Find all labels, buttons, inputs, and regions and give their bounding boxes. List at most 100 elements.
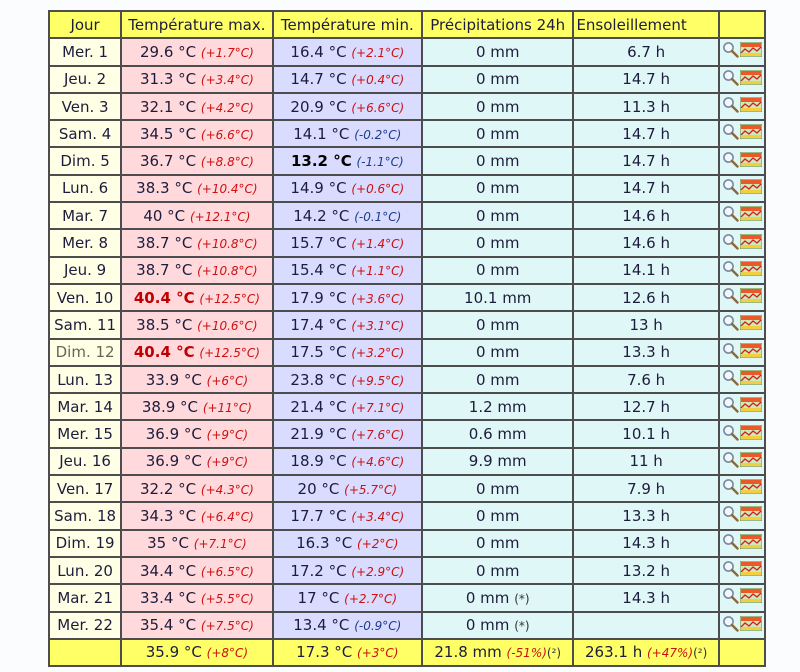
day-cell: Dim. 5 (50, 148, 121, 174)
tmin-cell: 14.9 °C (+0.6°C) (273, 175, 422, 202)
magnifier-icon[interactable] (722, 69, 739, 90)
tmin-cell: 13.2 °C (-1.1°C) (273, 148, 422, 174)
table-row: Mer. 22 35.4 °C (+7.5°C) 13.4 °C (-0.9°C) 0… (50, 612, 764, 638)
mini-chart-icon[interactable] (739, 505, 763, 525)
mini-chart-icon[interactable] (739, 287, 763, 307)
precip-cell: 0 mm (423, 121, 573, 147)
tmax-deviation: (+6.5°C) (200, 564, 254, 579)
mini-chart-icon[interactable] (739, 260, 763, 280)
precip-cell: 0 mm (423, 339, 573, 365)
magnifier-icon[interactable] (722, 342, 739, 363)
magnifier-icon[interactable] (722, 560, 739, 581)
mini-chart-icon[interactable] (739, 69, 763, 89)
mini-chart-icon[interactable] (739, 424, 763, 444)
day-cell: Mer. 22 (50, 612, 121, 638)
sun-cell: 13.3 h (574, 339, 718, 365)
mini-chart-icon[interactable] (739, 96, 763, 116)
mini-chart-icon[interactable] (739, 533, 763, 553)
sun-cell: 7.6 h (574, 366, 718, 393)
tmax-cell: 38.3 °C (+10.4°C) (122, 175, 272, 202)
tmax-cell: 38.9 °C (+11°C) (122, 394, 272, 420)
tmax-cell: 35.4 °C (+7.5°C) (122, 612, 272, 638)
magnifier-icon[interactable] (722, 151, 739, 172)
magnifier-icon[interactable] (722, 178, 739, 199)
tmax-deviation: (+9°C) (206, 428, 249, 443)
magnifier-icon[interactable] (722, 287, 739, 308)
magnifier-icon[interactable] (722, 260, 739, 281)
precip-value: 0.6 mm (468, 425, 527, 444)
tmax-cell: 31.3 °C (+3.4°C) (122, 66, 272, 92)
precip-cell: 0 mm (423, 476, 573, 502)
tmax-cell: 38.5 °C (+10.6°C) (122, 312, 272, 338)
tmax-deviation: (+6.6°C) (200, 127, 254, 142)
mini-chart-icon[interactable] (739, 478, 763, 498)
precip-value: 0 mm (475, 315, 520, 334)
tmax-cell: 34.5 °C (+6.6°C) (122, 121, 272, 147)
precip-value: 0 mm (475, 124, 520, 143)
table-row: Mer. 1 29.6 °C (+1.7°C) 16.4 °C (+2.1°C) 0 … (50, 39, 764, 65)
magnifier-icon[interactable] (722, 424, 739, 445)
mini-chart-icon[interactable] (739, 560, 763, 580)
mini-chart-icon[interactable] (739, 396, 763, 416)
mini-chart-icon[interactable] (739, 451, 763, 471)
table-row: Mer. 15 36.9 °C (+9°C) 21.9 °C (+7.6°C) 0.6… (50, 421, 764, 447)
mini-chart-icon[interactable] (739, 123, 763, 143)
magnifier-icon[interactable] (722, 41, 739, 62)
magnifier-icon[interactable] (722, 205, 739, 226)
summary-row: 35.9 °C (+8°C) 17.3 °C (+3°C) 21.8 mm (-… (50, 639, 764, 666)
magnifier-icon[interactable] (722, 396, 739, 417)
table-row: Jeu. 2 31.3 °C (+3.4°C) 14.7 °C (+0.4°C) 0 … (50, 66, 764, 92)
magnifier-icon[interactable] (722, 505, 739, 526)
tmax-value: 38.7 °C (136, 234, 193, 253)
tmax-value: 29.6 °C (139, 42, 197, 61)
actions-cell (719, 448, 764, 475)
table-row: Sam. 18 34.3 °C (+6.4°C) 17.7 °C (+3.4°C) 0… (50, 503, 764, 529)
mini-chart-icon[interactable] (739, 314, 763, 334)
magnifier-icon[interactable] (722, 369, 739, 390)
mini-chart-icon[interactable] (739, 342, 763, 362)
tmax-cell: 34.4 °C (+6.5°C) (122, 557, 272, 584)
actions-cell (719, 585, 764, 611)
mini-chart-icon[interactable] (739, 233, 763, 253)
magnifier-icon[interactable] (722, 96, 739, 117)
magnifier-icon[interactable] (722, 451, 739, 472)
magnifier-icon[interactable] (722, 587, 739, 608)
precip-value: 0 mm (475, 479, 520, 498)
magnifier-icon[interactable] (722, 533, 739, 554)
magnifier-icon[interactable] (722, 615, 739, 636)
tmin-cell: 16.3 °C (+2°C) (273, 530, 422, 556)
tmin-cell: 20 °C (+5.7°C) (273, 476, 422, 502)
header-jour: Jour (50, 12, 121, 38)
precip-note: (*) (514, 619, 530, 634)
tmin-deviation: (-0.2°C) (354, 127, 402, 142)
tmax-cell: 36.9 °C (+9°C) (122, 421, 272, 447)
tmin-deviation: (+6.6°C) (351, 100, 405, 115)
actions-cell (719, 557, 764, 584)
tmin-value: 21.4 °C (290, 397, 347, 416)
mini-chart-icon[interactable] (739, 615, 763, 635)
summary-sun: 263.1 h (+47%)(²) (574, 639, 718, 666)
magnifier-icon[interactable] (722, 123, 739, 144)
precip-cell: 0 mm (*) (423, 585, 573, 611)
tmax-value: 35 °C (147, 534, 189, 553)
tmin-cell: 21.4 °C (+7.1°C) (273, 394, 422, 420)
mini-chart-icon[interactable] (739, 151, 763, 171)
table-row: Jeu. 16 36.9 °C (+9°C) 18.9 °C (+4.6°C) 9.9… (50, 448, 764, 475)
mini-chart-icon[interactable] (739, 205, 763, 225)
magnifier-icon[interactable] (722, 314, 739, 335)
actions-cell (719, 612, 764, 638)
day-cell: Dim. 19 (50, 530, 121, 556)
day-cell: Sam. 11 (50, 312, 121, 338)
precip-value: 0 mm (475, 370, 520, 389)
actions-cell (719, 503, 764, 529)
mini-chart-icon[interactable] (739, 587, 763, 607)
mini-chart-icon[interactable] (739, 41, 763, 61)
mini-chart-icon[interactable] (739, 369, 763, 389)
magnifier-icon[interactable] (722, 233, 739, 254)
tmax-cell: 33.4 °C (+5.5°C) (122, 585, 272, 611)
tmin-cell: 14.1 °C (-0.2°C) (273, 121, 422, 147)
sun-cell: 14.6 h (574, 203, 718, 229)
day-cell: Mar. 7 (50, 203, 121, 229)
mini-chart-icon[interactable] (739, 178, 763, 198)
magnifier-icon[interactable] (722, 478, 739, 499)
